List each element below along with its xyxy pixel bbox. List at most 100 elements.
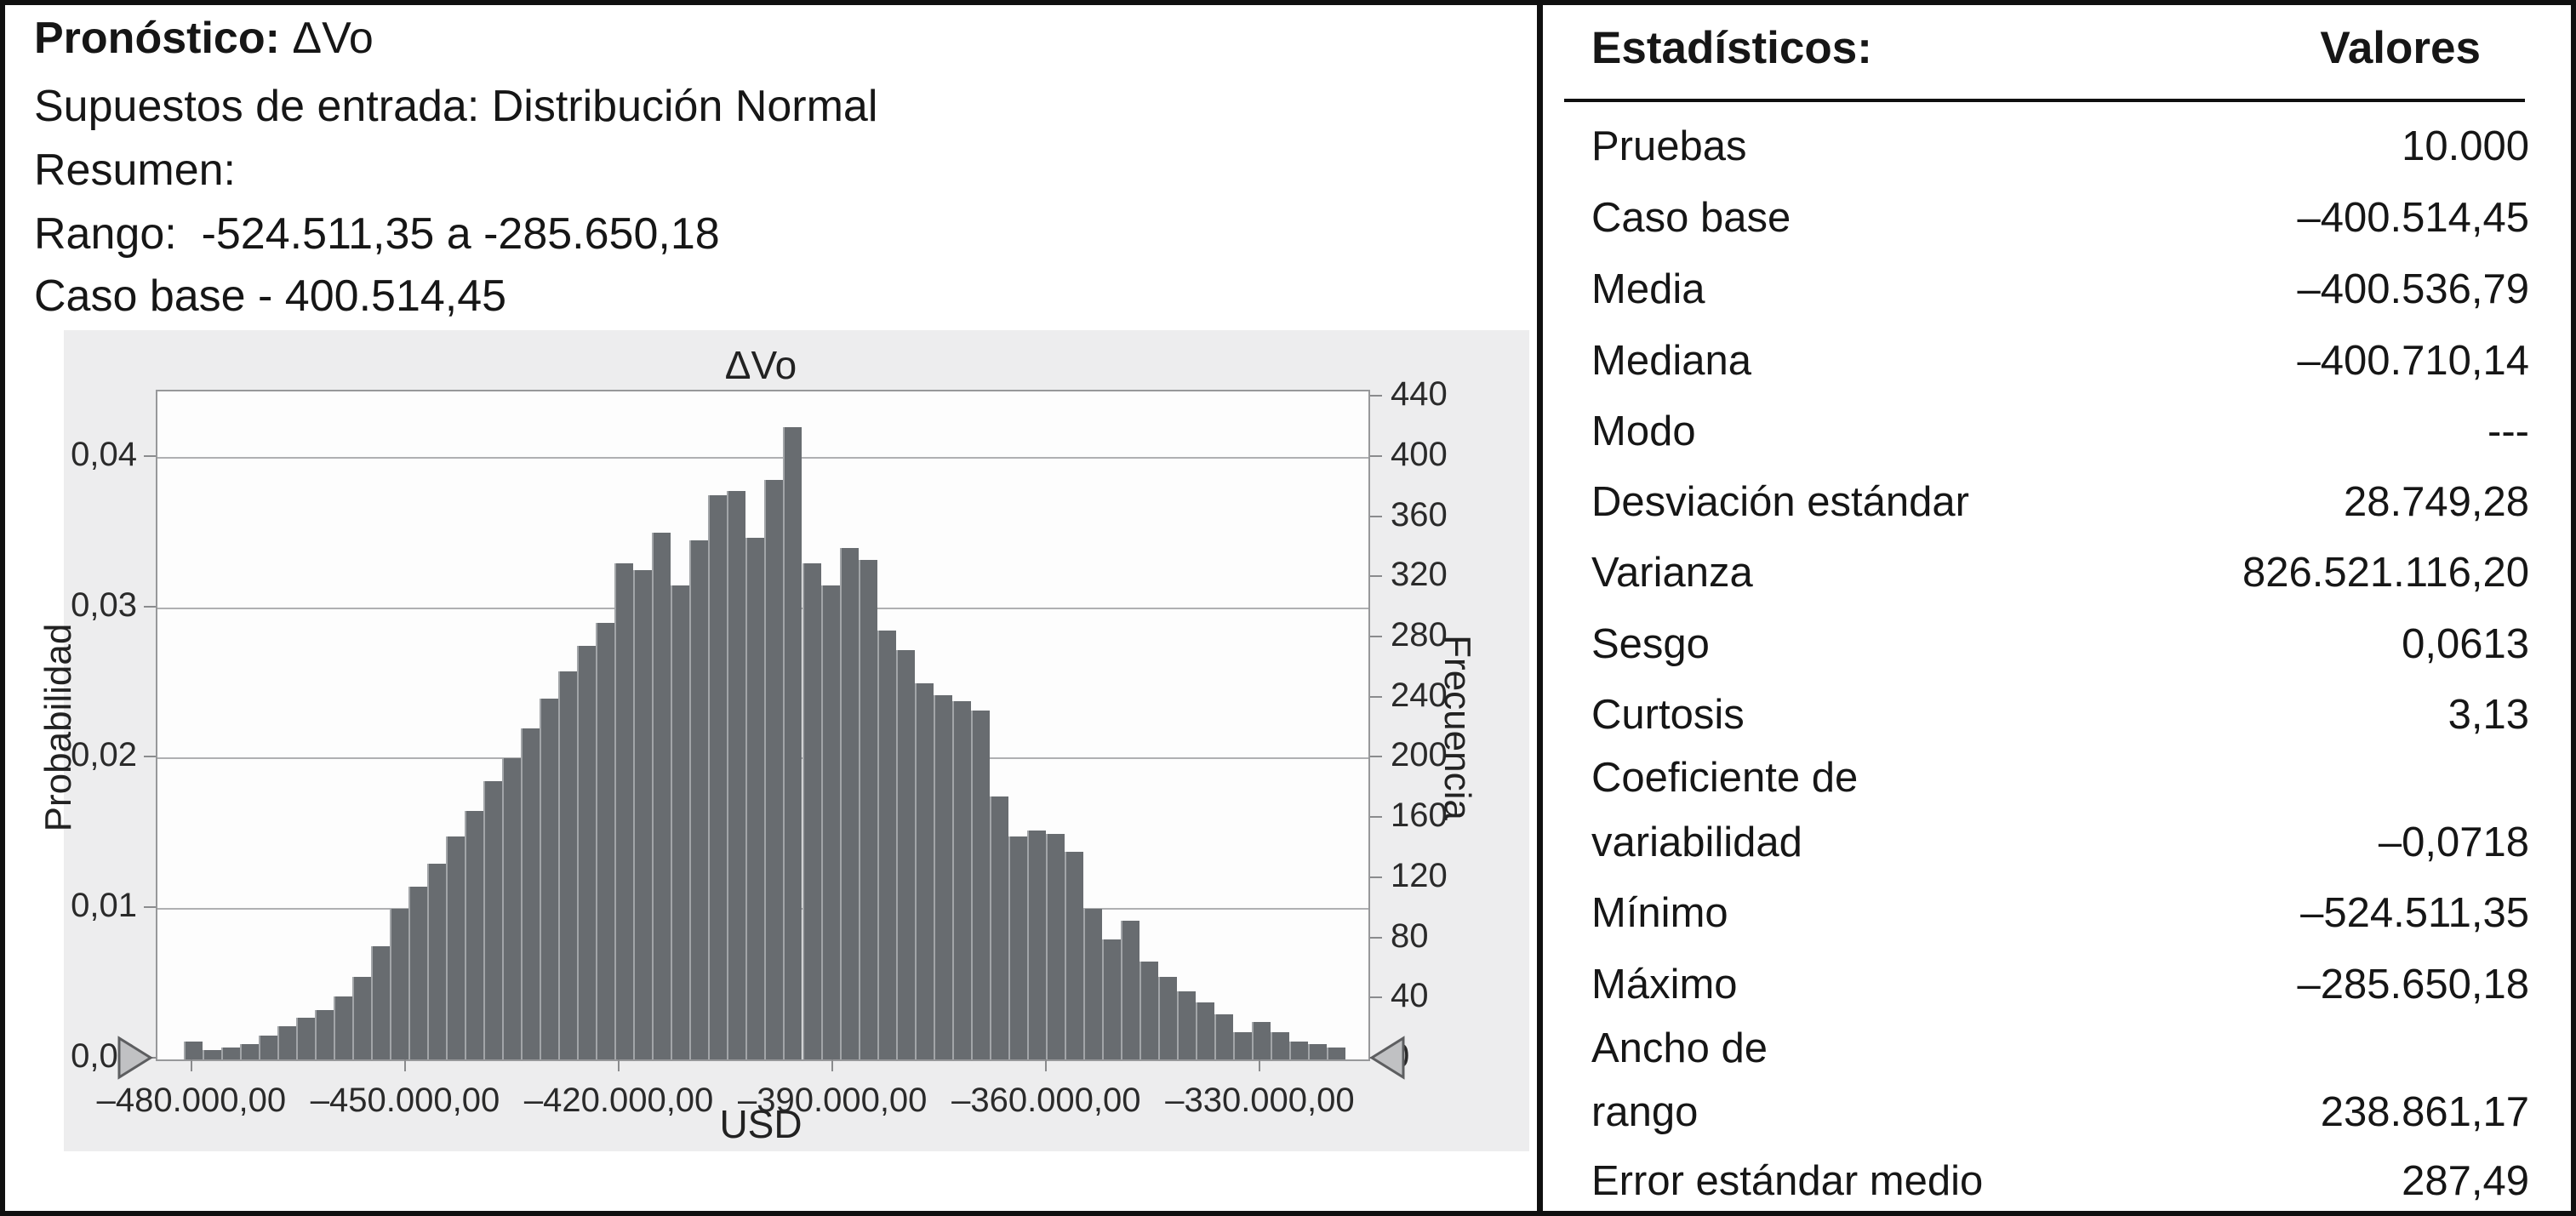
- histogram-bar: [1120, 921, 1139, 1059]
- plot-area: [156, 390, 1370, 1061]
- x-axis-tick-label: –390.000,00: [737, 1082, 928, 1119]
- y-axis-right-tick: [1370, 756, 1382, 758]
- histogram-bar: [745, 537, 765, 1059]
- table-row: Modo ---: [1591, 407, 2529, 456]
- y-axis-right-tick: [1370, 996, 1382, 999]
- statistics-panel: Estadísticos: Valores Pruebas 10.000 Caso …: [1542, 0, 2571, 1216]
- histogram-bar: [1082, 909, 1102, 1059]
- stat-label: Mediana: [1591, 338, 1751, 384]
- y-axis-right-tick-label: 320: [1391, 556, 1448, 594]
- histogram-bar: [727, 490, 746, 1059]
- stat-label: Sesgo: [1591, 621, 1710, 667]
- stat-value: 3,13: [2447, 692, 2529, 738]
- y-axis-left-tick: [144, 605, 156, 608]
- stat-value: 287,49: [2402, 1158, 2529, 1204]
- x-axis-title: USD: [719, 1102, 803, 1146]
- y-axis-right-tick: [1370, 936, 1382, 939]
- histogram-bar: [1008, 836, 1027, 1059]
- histogram-bar: [839, 547, 859, 1059]
- stat-value: 0,0613: [2402, 621, 2529, 667]
- table-row: Curtosis 3,13: [1591, 690, 2529, 739]
- histogram-bar: [334, 996, 353, 1059]
- y-axis-left-tick: [144, 454, 156, 457]
- y-axis-right-tick: [1370, 515, 1382, 517]
- table-row: Desviación estándar 28.749,28: [1591, 477, 2529, 527]
- stat-label: Mínimo: [1591, 890, 1728, 936]
- histogram-bar: [914, 683, 934, 1059]
- histogram-bar: [1045, 833, 1065, 1059]
- histogram-bar: [1307, 1044, 1327, 1059]
- x-axis-tick: [1259, 1059, 1261, 1071]
- y-axis-right-tick: [1370, 1057, 1382, 1059]
- histogram-bar: [502, 758, 522, 1059]
- stat-label: Desviación estándar: [1591, 479, 1969, 525]
- table-row: Ancho de: [1591, 1024, 2529, 1073]
- chart-title: ΔVo: [724, 343, 797, 387]
- histogram-bar: [277, 1026, 296, 1059]
- y-axis-right-tick: [1370, 816, 1382, 819]
- y-axis-right-tick-label: 40: [1391, 977, 1429, 1015]
- table-row: rango 238.861,17: [1591, 1088, 2529, 1137]
- histogram-bar: [540, 698, 559, 1059]
- histogram-bar: [1195, 1002, 1214, 1059]
- y-axis-right-tick-label: 240: [1391, 676, 1448, 714]
- histogram-bar: [521, 728, 540, 1059]
- y-axis-left-tick-label: 0,00: [71, 1037, 137, 1075]
- y-axis-left-title: Probabilidad: [37, 623, 79, 832]
- histogram-bar: [877, 631, 896, 1059]
- header-rule: [1564, 99, 2525, 102]
- histogram-bar: [352, 976, 372, 1059]
- x-axis-tick-label: –480.000,00: [96, 1082, 287, 1119]
- stat-value: –400.710,14: [2297, 338, 2530, 384]
- stat-label: Modo: [1591, 408, 1696, 454]
- table-row: Mínimo –524.511,35: [1591, 888, 2529, 938]
- stat-value: –400.514,45: [2297, 195, 2530, 241]
- table-row: Caso base –400.514,45: [1591, 193, 2529, 243]
- histogram-bar: [427, 864, 447, 1059]
- forecast-assumptions: Supuestos de entrada: Distribución Norma…: [34, 82, 878, 131]
- histogram-bar: [203, 1050, 221, 1059]
- histogram-bar: [1064, 852, 1083, 1059]
- histogram-bar: [652, 533, 671, 1059]
- histogram-bar: [1214, 1014, 1233, 1059]
- stat-label: Máximo: [1591, 962, 1738, 1008]
- histogram-bar: [708, 495, 728, 1059]
- stat-label: Error estándar medio: [1591, 1158, 1984, 1204]
- y-axis-right-tick: [1370, 575, 1382, 578]
- forecast-title-value: ΔVo: [292, 14, 374, 63]
- forecast-title-line: Pronóstico: ΔVo: [34, 12, 374, 65]
- table-row: Mediana –400.710,14: [1591, 336, 2529, 385]
- forecast-range: Rango: -524.511,35 a -285.650,18: [34, 209, 720, 259]
- histogram-bar: [259, 1035, 277, 1059]
- histogram-bar: [1270, 1032, 1289, 1059]
- y-axis-right-tick-label: 400: [1391, 435, 1448, 473]
- histogram-bar: [465, 811, 484, 1059]
- table-row: variabilidad –0,0718: [1591, 818, 2529, 867]
- x-axis-tick-label: –360.000,00: [951, 1082, 1141, 1119]
- histogram-bar: [970, 710, 990, 1059]
- histogram-bar: [1101, 939, 1121, 1059]
- x-axis-tick-label: –420.000,00: [523, 1082, 714, 1119]
- x-axis-tick: [831, 1059, 834, 1071]
- histogram-bar: [933, 695, 952, 1059]
- histogram-bar: [1139, 962, 1158, 1059]
- histogram-bar: [596, 623, 615, 1059]
- stat-value: 10.000: [2402, 123, 2529, 169]
- histogram-bar: [783, 427, 803, 1059]
- table-row: Máximo –285.650,18: [1591, 960, 2529, 1009]
- stat-label: Caso base: [1591, 195, 1791, 241]
- y-axis-right-tick-label: 0: [1391, 1037, 1410, 1075]
- y-axis-left-tick-label: 0,01: [71, 887, 137, 925]
- table-row: Error estándar medio 287,49: [1591, 1156, 2529, 1206]
- histogram-bar: [820, 585, 840, 1059]
- y-axis-left-tick-label: 0,02: [71, 736, 137, 774]
- stat-label: Ancho de: [1591, 1025, 1768, 1071]
- stat-value: –285.650,18: [2297, 962, 2530, 1008]
- y-axis-right-tick-label: 200: [1391, 736, 1448, 774]
- table-row: Coeficiente de: [1591, 753, 2529, 802]
- x-axis-tick: [190, 1059, 192, 1071]
- y-axis-left-tick: [144, 906, 156, 909]
- y-axis-right-tick: [1370, 695, 1382, 698]
- histogram-bar: [1288, 1041, 1308, 1059]
